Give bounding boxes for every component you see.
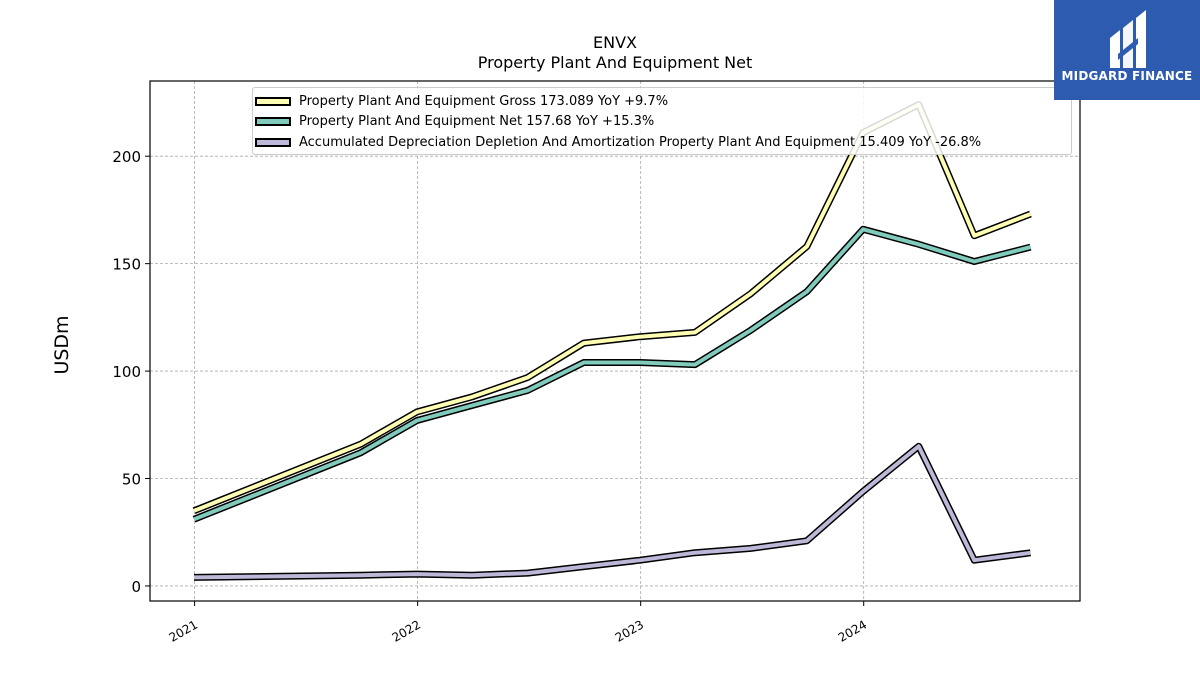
y-axis-ticks: 0 50 100 150 200	[112, 148, 150, 596]
plot-frame	[149, 80, 1081, 602]
legend-label-gross: Property Plant And Equipment Gross 173.0…	[299, 93, 669, 109]
x-axis-ticks: 2021 2022 2023 2024	[167, 601, 869, 645]
midgard-finance-logo: MIDGARD FINANCE	[1054, 0, 1200, 100]
legend-item-depreciation: Accumulated Depreciation Depletion And A…	[253, 132, 981, 152]
x-tick-label: 2023	[613, 617, 646, 644]
series-line-net-outline	[192, 225, 1032, 523]
legend-swatch-net	[255, 116, 291, 126]
midgard-logo-icon	[1110, 10, 1146, 68]
x-tick-label: 2022	[390, 617, 423, 644]
y-tick-label: 50	[122, 471, 141, 489]
legend-item-net: Property Plant And Equipment Net 157.68 …	[253, 111, 654, 131]
chart-title: Property Plant And Equipment Net	[477, 53, 753, 72]
series-line-gross	[193, 102, 1032, 513]
y-tick-label: 150	[112, 256, 141, 274]
legend-item-gross: Property Plant And Equipment Gross 173.0…	[253, 91, 668, 111]
legend-swatch-gross	[255, 96, 291, 106]
series-line-gross-outline	[192, 101, 1032, 515]
series-line-net	[193, 227, 1031, 522]
legend-label-depreciation: Accumulated Depreciation Depletion And A…	[299, 134, 982, 150]
legend-swatch-depreciation	[255, 137, 291, 147]
series-line-depreciation	[193, 444, 1031, 580]
y-tick-label: 0	[131, 578, 141, 596]
y-axis-label: USDm	[51, 315, 73, 375]
series-lines	[192, 101, 1032, 581]
legend: Property Plant And Equipment Gross 173.0…	[252, 87, 1072, 155]
legend-label-net: Property Plant And Equipment Net 157.68 …	[299, 113, 655, 129]
x-tick-label: 2021	[167, 617, 200, 644]
y-tick-label: 100	[112, 363, 141, 381]
chart-title-ticker: ENVX	[593, 33, 637, 52]
logo-text: MIDGARD FINANCE	[1061, 69, 1193, 83]
x-tick-label: 2024	[836, 617, 869, 644]
y-tick-label: 200	[112, 148, 141, 166]
